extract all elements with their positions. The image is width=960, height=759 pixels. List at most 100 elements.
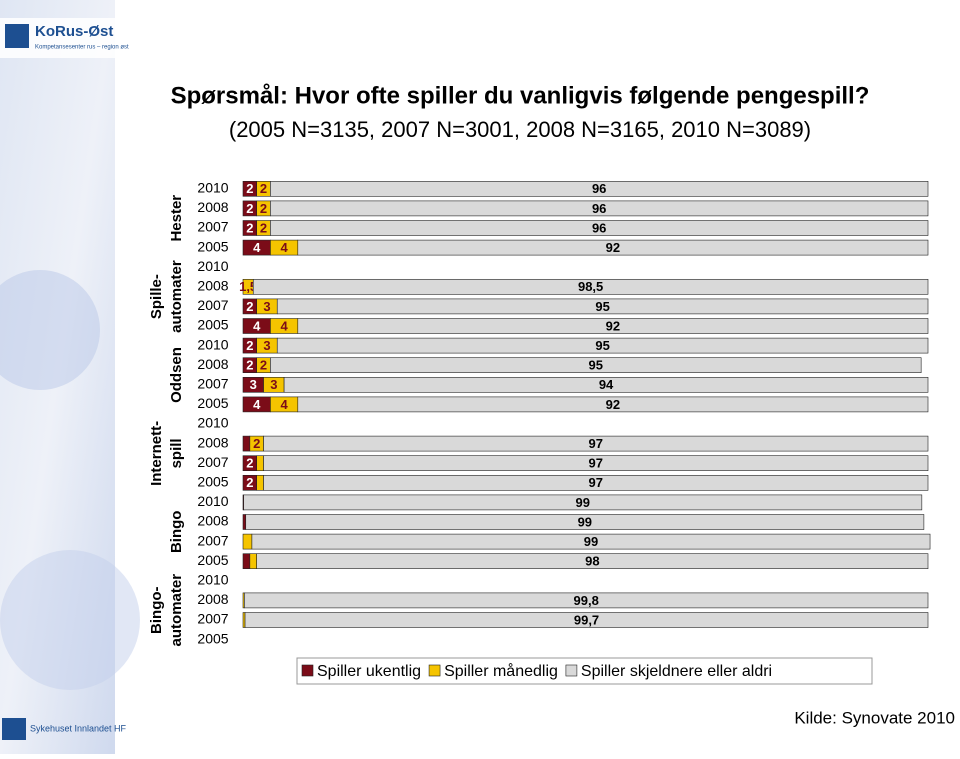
y-tick-label: 2010 bbox=[197, 258, 228, 274]
footer-logo: Sykehuset Innlandet HF bbox=[30, 723, 127, 733]
bar-segment bbox=[263, 435, 929, 452]
chart-title: Spørsmål: Hvor ofte spiller du vanligvis… bbox=[171, 82, 870, 109]
bar-segment bbox=[297, 239, 929, 256]
y-tick-label: 2010 bbox=[197, 336, 228, 352]
legend-label: Spiller skjeldnere eller aldri bbox=[581, 663, 772, 680]
data-label: 99 bbox=[584, 534, 598, 549]
data-label: 4 bbox=[253, 397, 261, 412]
data-label: 96 bbox=[592, 220, 606, 235]
group-label: Hester bbox=[168, 195, 185, 242]
data-label: 1,5 bbox=[239, 279, 257, 294]
y-tick-label: 2008 bbox=[197, 513, 228, 529]
data-label: 97 bbox=[589, 456, 603, 471]
data-label: 4 bbox=[280, 318, 288, 333]
bar-segment bbox=[242, 435, 251, 452]
source: Kilde: Synovate 2010 bbox=[794, 708, 955, 727]
y-tick-label: 2007 bbox=[197, 219, 228, 235]
data-label: 2 bbox=[246, 181, 253, 196]
data-label: 2 bbox=[260, 358, 267, 373]
y-tick-label: 2005 bbox=[197, 630, 228, 646]
data-label: 3 bbox=[263, 338, 270, 353]
bar-segment bbox=[256, 455, 264, 472]
data-label: 2 bbox=[253, 436, 260, 451]
data-label: 2 bbox=[246, 475, 253, 490]
data-label: 92 bbox=[606, 397, 620, 412]
bar-segment bbox=[276, 337, 929, 354]
data-label: 96 bbox=[592, 181, 606, 196]
logo-subtitle: Kompetansesenter rus – region øst bbox=[35, 45, 129, 51]
bar-segment bbox=[242, 553, 251, 570]
bar-segment bbox=[242, 533, 253, 550]
bar-segment bbox=[270, 220, 929, 236]
y-tick-label: 2008 bbox=[197, 278, 228, 294]
data-label: 2 bbox=[246, 358, 253, 373]
y-tick-label: 2008 bbox=[197, 199, 228, 215]
data-label: 4 bbox=[253, 240, 261, 255]
group-label: spill bbox=[168, 438, 185, 468]
bar-segment bbox=[245, 514, 925, 530]
data-label: 95 bbox=[595, 338, 609, 353]
flower bbox=[0, 550, 140, 690]
bar-segment bbox=[270, 357, 922, 374]
footer-logo-icon bbox=[2, 718, 26, 740]
data-label: 97 bbox=[589, 475, 603, 490]
data-label: 2 bbox=[260, 181, 267, 196]
data-label: 92 bbox=[606, 240, 620, 255]
y-tick-label: 2007 bbox=[197, 532, 228, 548]
y-tick-label: 2008 bbox=[197, 356, 228, 372]
data-label: 4 bbox=[280, 397, 288, 412]
y-tick-label: 2007 bbox=[197, 297, 228, 313]
legend: Spiller ukentlig Spiller månedlig Spiller … bbox=[301, 662, 772, 680]
bar-segment bbox=[283, 376, 929, 393]
y-tick-label: 2010 bbox=[197, 572, 228, 588]
y-tick-label: 2005 bbox=[197, 317, 228, 333]
bar-segment bbox=[297, 318, 929, 334]
data-label: 95 bbox=[589, 358, 603, 373]
bar-segment bbox=[263, 474, 929, 491]
data-label: 4 bbox=[280, 240, 288, 255]
data-label: 2 bbox=[246, 338, 253, 353]
legend-swatch bbox=[565, 664, 578, 677]
data-label: 3 bbox=[263, 299, 270, 314]
group-label: Internett- bbox=[148, 421, 165, 486]
y-tick-label: 2007 bbox=[197, 376, 228, 392]
y-tick-label: 2007 bbox=[197, 454, 228, 470]
group-label: automater bbox=[168, 574, 185, 647]
group-label: Oddsen bbox=[168, 347, 185, 403]
y-tick-label: 2010 bbox=[197, 493, 228, 509]
data-label: 99 bbox=[576, 495, 590, 510]
data-label: 99 bbox=[578, 514, 592, 529]
plot-area bbox=[243, 179, 928, 650]
flower bbox=[0, 270, 100, 390]
data-label: 2 bbox=[260, 220, 267, 235]
data-label: 99,7 bbox=[574, 612, 599, 627]
y-tick-label: 2010 bbox=[197, 180, 228, 196]
data-label: 95 bbox=[595, 299, 609, 314]
bar-segment bbox=[249, 553, 258, 570]
logo-name: KoRus-Øst bbox=[35, 23, 113, 40]
bar-segment bbox=[242, 612, 246, 628]
group-label: Bingo bbox=[168, 511, 185, 554]
legend-label: Spiller månedlig bbox=[444, 662, 558, 680]
data-label: 2 bbox=[246, 201, 253, 216]
y-tick-label: 2007 bbox=[197, 611, 228, 627]
data-label: 98 bbox=[585, 554, 599, 569]
data-label: 92 bbox=[606, 318, 620, 333]
group-label: Bingo- bbox=[148, 586, 165, 633]
bar-segment bbox=[297, 396, 929, 413]
bar-segment bbox=[270, 181, 929, 197]
y-tick-label: 2005 bbox=[197, 395, 228, 411]
legend-label: Spiller ukentlig bbox=[317, 663, 421, 680]
logo-icon bbox=[5, 24, 29, 48]
group-label: automater bbox=[168, 260, 185, 333]
bar-segment bbox=[243, 494, 923, 511]
data-label: 3 bbox=[250, 377, 257, 392]
data-label: 4 bbox=[253, 318, 261, 333]
y-tick-label: 2005 bbox=[197, 474, 228, 490]
bar-segment bbox=[256, 553, 929, 570]
data-label: 2 bbox=[246, 456, 253, 471]
y-tick-label: 2005 bbox=[197, 238, 228, 254]
chart-subtitle: (2005 N=3135, 2007 N=3001, 2008 N=3165, … bbox=[229, 117, 811, 142]
legend-box bbox=[296, 657, 873, 685]
y-tick-label: 2010 bbox=[197, 415, 228, 431]
